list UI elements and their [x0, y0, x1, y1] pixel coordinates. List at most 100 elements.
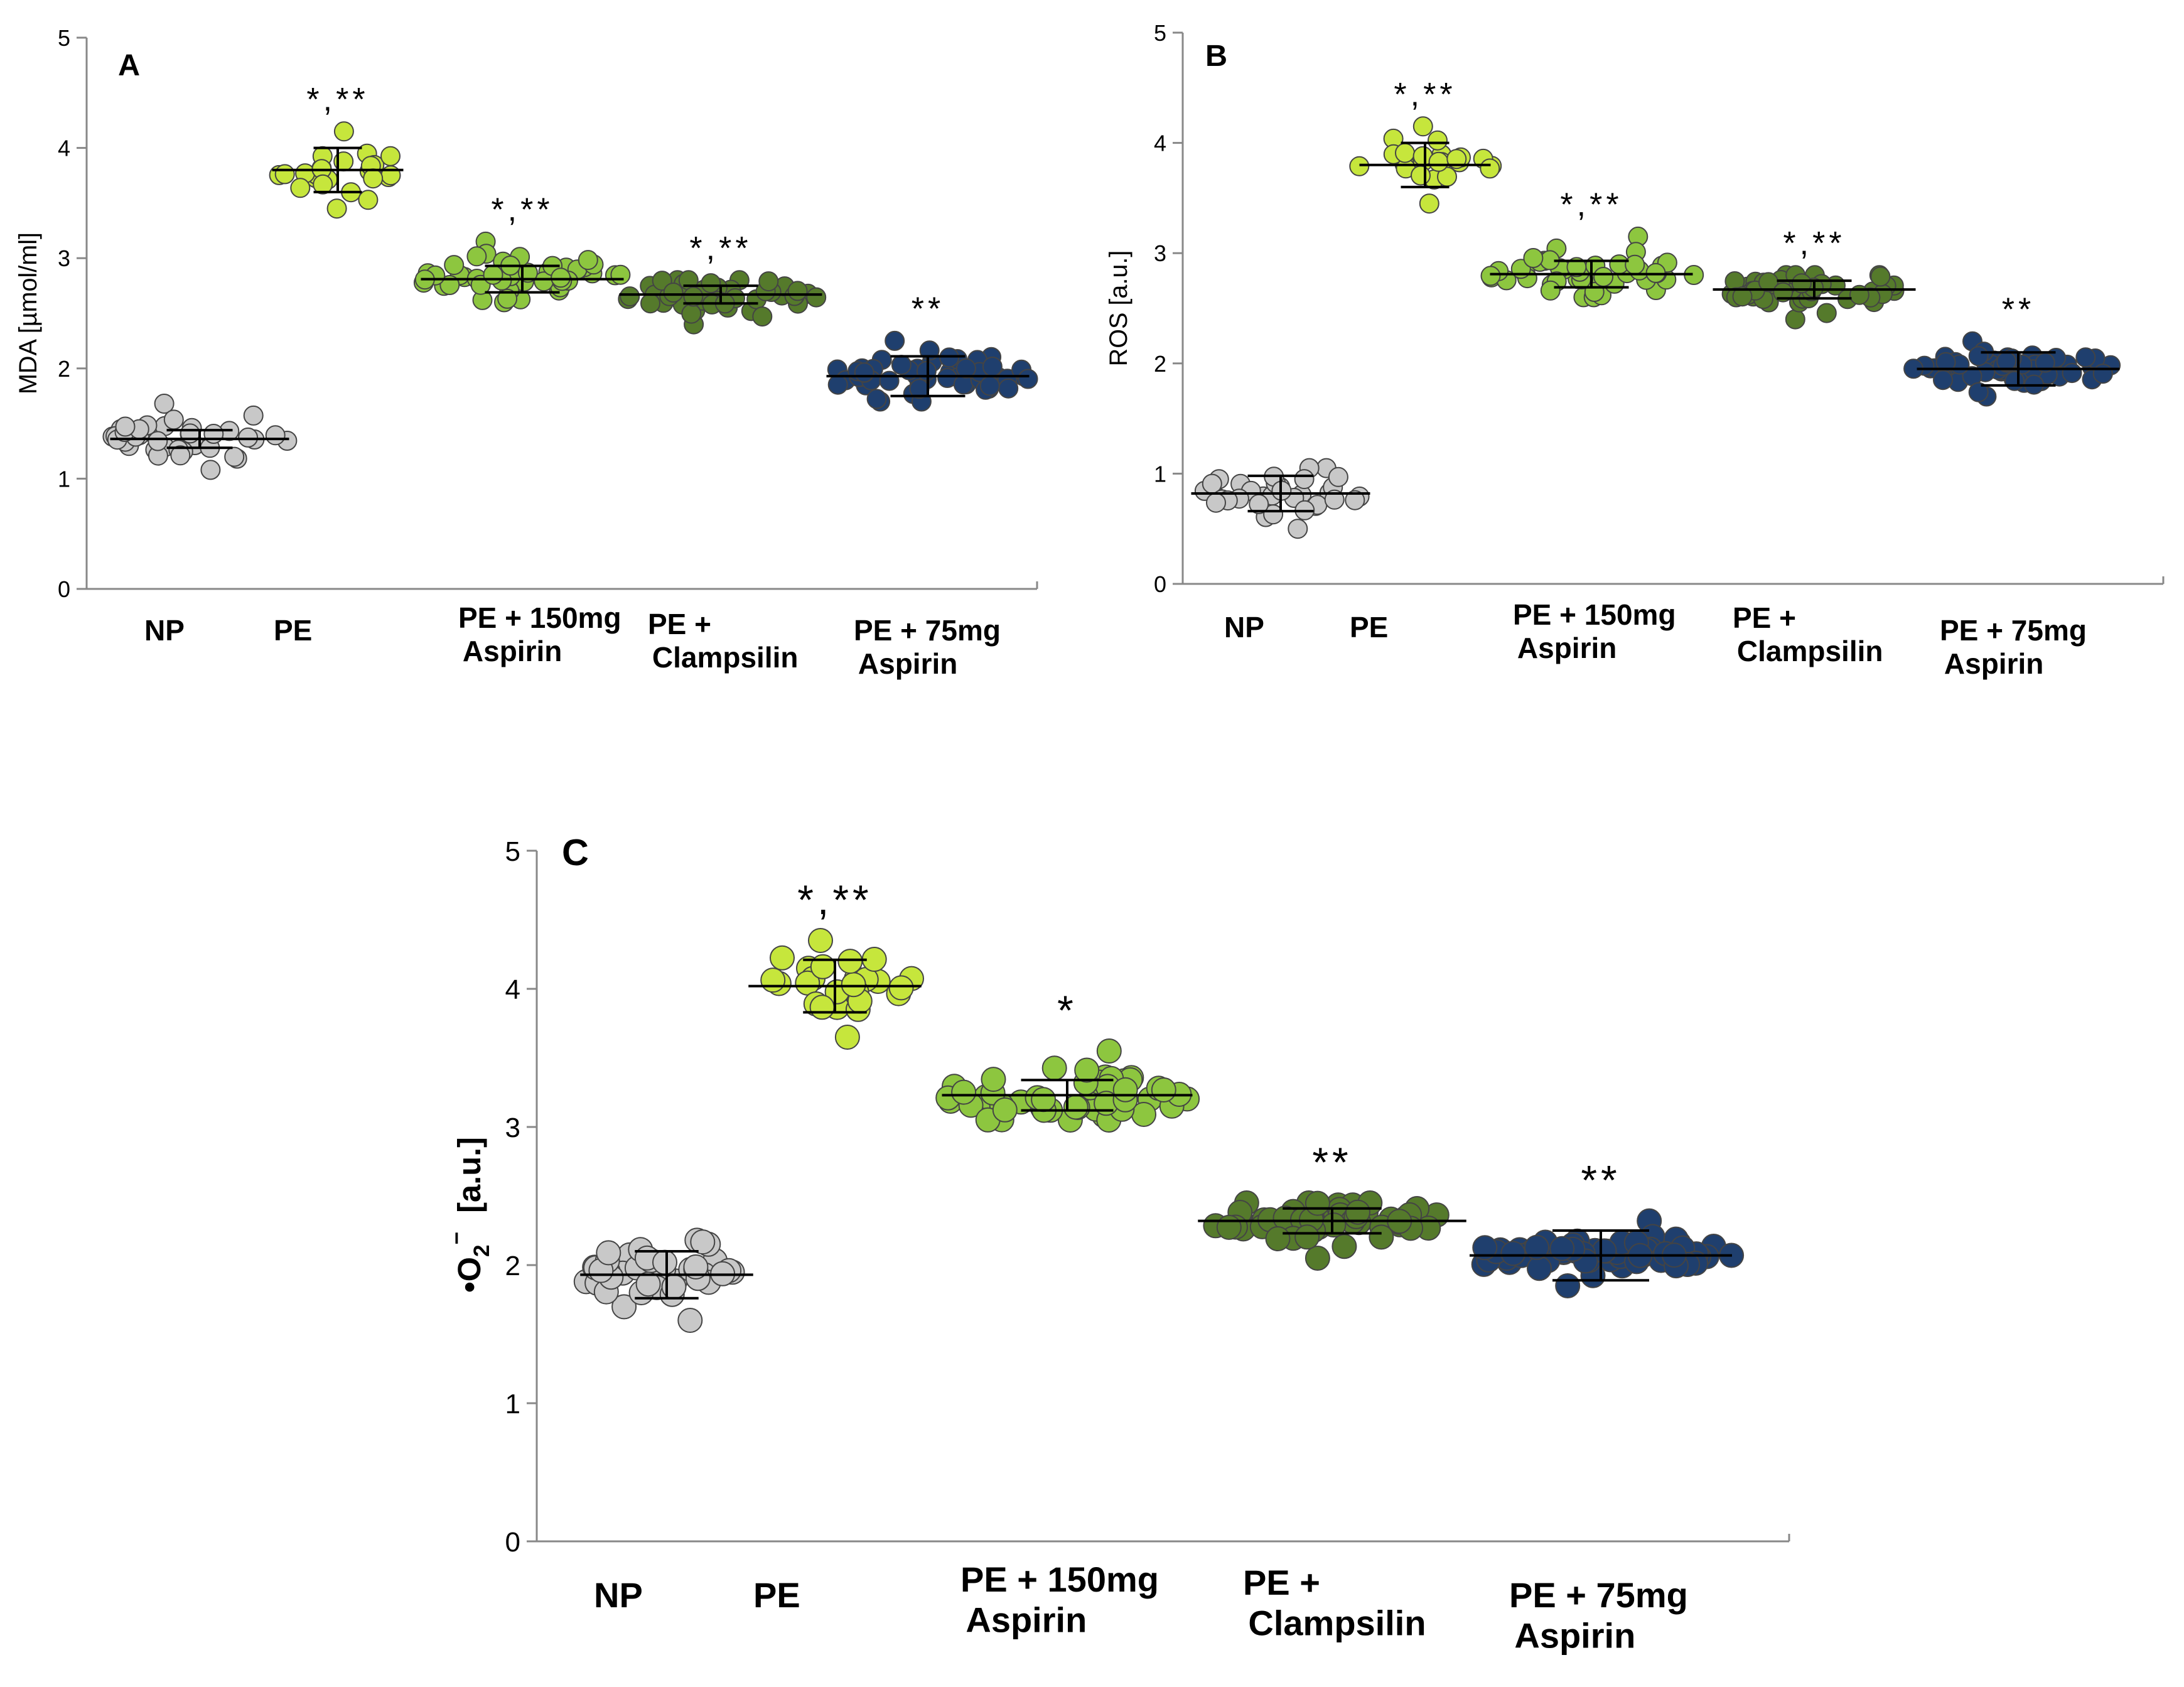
significance-label: *,** — [1783, 225, 1845, 262]
data-point — [979, 375, 1000, 396]
data-point — [663, 283, 684, 303]
y-tick-label: 0 — [1154, 571, 1166, 597]
data-point — [1031, 1087, 1057, 1113]
data-point — [578, 250, 598, 271]
data-point — [243, 405, 264, 426]
data-point — [1480, 158, 1500, 179]
data-point — [758, 271, 779, 292]
data-point — [170, 445, 191, 466]
data-point — [1216, 1214, 1242, 1240]
data-point — [313, 174, 333, 195]
data-point — [866, 389, 887, 409]
data-point — [916, 361, 937, 381]
series-PE: *,** — [748, 876, 924, 1050]
data-point — [1112, 1077, 1138, 1102]
x-category-label-line2: Aspirin — [463, 635, 562, 667]
series-PE75: ** — [1470, 1157, 1745, 1298]
x-category-label: PE + 150mg — [458, 601, 621, 634]
x-category-label-line2: Clampsilin — [652, 641, 799, 674]
data-point — [640, 293, 660, 314]
y-tick-label: 3 — [58, 245, 70, 271]
x-category-label-line2: Aspirin — [858, 647, 957, 680]
x-category-label: PE — [1350, 611, 1388, 644]
significance-label: *,** — [306, 82, 368, 118]
data-point — [1151, 1077, 1176, 1102]
data-point — [760, 967, 786, 993]
series-Clamp: ** — [1198, 1139, 1466, 1271]
data-point — [444, 255, 465, 276]
data-point — [879, 370, 900, 391]
data-point — [1816, 303, 1837, 323]
data-point — [1263, 504, 1284, 525]
series-NP — [102, 394, 298, 480]
series-PE: *,** — [269, 82, 404, 219]
series-NP — [1191, 458, 1370, 539]
data-point — [1018, 369, 1038, 389]
data-point — [203, 424, 224, 444]
x-category-label: PE — [753, 1575, 800, 1615]
data-point — [380, 165, 401, 186]
y-tick-label: 5 — [1154, 20, 1166, 46]
data-point — [1732, 286, 1753, 307]
y-tick-label: 1 — [58, 466, 70, 492]
y-tick-label: 2 — [505, 1251, 520, 1281]
data-point — [690, 1229, 716, 1255]
y-tick-label: 0 — [505, 1527, 520, 1558]
data-point — [200, 460, 221, 480]
data-point — [1527, 1256, 1552, 1281]
data-point — [274, 164, 295, 185]
data-point — [681, 303, 702, 324]
data-point — [290, 178, 311, 198]
series-PE150: * — [935, 987, 1200, 1133]
x-category-label: PE + 75mg — [1940, 614, 2087, 647]
data-point — [810, 954, 836, 979]
y-axis-label: ROS [a.u.] — [1105, 251, 1132, 367]
data-point — [885, 330, 905, 351]
significance-label: *,** — [689, 230, 751, 267]
data-point — [981, 1067, 1006, 1092]
data-point — [992, 1097, 1018, 1123]
data-point — [358, 190, 379, 210]
data-point — [148, 431, 168, 451]
data-point — [380, 146, 401, 166]
data-point — [677, 1308, 703, 1333]
x-category-label-line2: Clampsilin — [1248, 1603, 1426, 1642]
data-point — [610, 264, 631, 285]
data-point — [1472, 1235, 1498, 1261]
data-point — [1041, 1055, 1067, 1081]
data-point — [955, 358, 976, 379]
data-point — [809, 994, 835, 1020]
panel-label: C — [562, 831, 589, 873]
x-category-label: NP — [144, 614, 185, 647]
data-point — [238, 427, 259, 448]
data-point — [1304, 1190, 1330, 1216]
x-category-label: PE + — [648, 608, 711, 640]
data-point — [998, 378, 1019, 399]
data-point — [841, 972, 866, 998]
data-point — [596, 1240, 621, 1266]
data-point — [1523, 248, 1544, 268]
data-point — [611, 1294, 637, 1320]
data-point — [1419, 193, 1439, 214]
data-point — [620, 286, 640, 307]
y-axis-label: MDA [µmol/ml] — [14, 232, 42, 394]
data-point — [982, 357, 1003, 377]
data-point — [635, 1271, 661, 1297]
panel-label: B — [1205, 39, 1227, 73]
data-point — [1480, 266, 1501, 286]
series-PE75: ** — [826, 291, 1038, 412]
data-point — [1968, 346, 1989, 367]
data-point — [834, 1025, 860, 1050]
data-point — [1566, 257, 1587, 278]
y-tick-label: 2 — [58, 356, 70, 382]
x-category-label-line2: Aspirin — [1517, 632, 1616, 664]
data-point — [827, 374, 848, 395]
significance-label: ** — [2002, 291, 2035, 328]
y-tick-label: 4 — [1154, 131, 1166, 156]
data-point — [1446, 149, 1467, 170]
data-point — [363, 168, 384, 189]
data-point — [1968, 382, 1989, 402]
